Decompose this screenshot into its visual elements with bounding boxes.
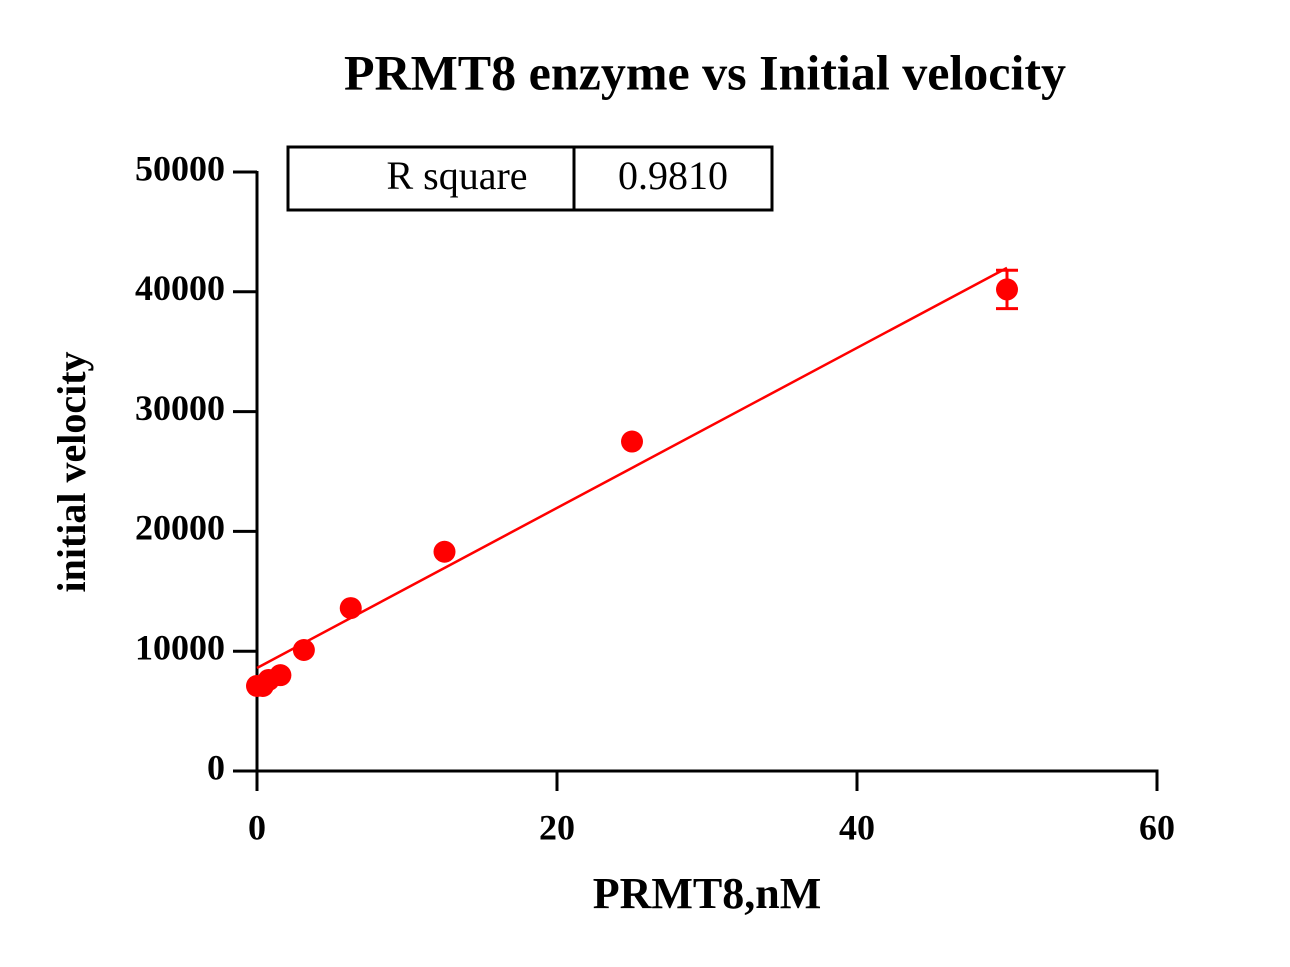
- point: [621, 430, 643, 453]
- point: [433, 540, 456, 563]
- y-tick-label: 30000: [135, 388, 225, 428]
- fit-line: [256, 266, 1008, 670]
- x-axis-label: PRMT8,nM: [593, 869, 822, 918]
- point: [996, 278, 1018, 301]
- y-tick-label: 0: [207, 747, 225, 787]
- point: [292, 639, 315, 662]
- table-label: R square: [386, 153, 527, 198]
- chart-title: PRMT8 enzyme vs Initial velocity: [344, 44, 1066, 100]
- point: [339, 597, 362, 620]
- x-tick-label: 60: [1139, 807, 1175, 847]
- y-axis-label: initial velocity: [49, 351, 94, 592]
- x-tick-label: 40: [839, 807, 875, 847]
- y-tick-label: 10000: [135, 627, 225, 667]
- point: [269, 664, 292, 687]
- stats-table: [286, 145, 774, 212]
- y-tick-label: 50000: [135, 148, 225, 188]
- x-tick-label: 0: [248, 807, 266, 847]
- x-tick-label: 20: [539, 807, 575, 847]
- y-tick-label: 20000: [135, 508, 225, 548]
- table-value: 0.9810: [618, 153, 728, 198]
- y-tick-label: 40000: [135, 268, 225, 308]
